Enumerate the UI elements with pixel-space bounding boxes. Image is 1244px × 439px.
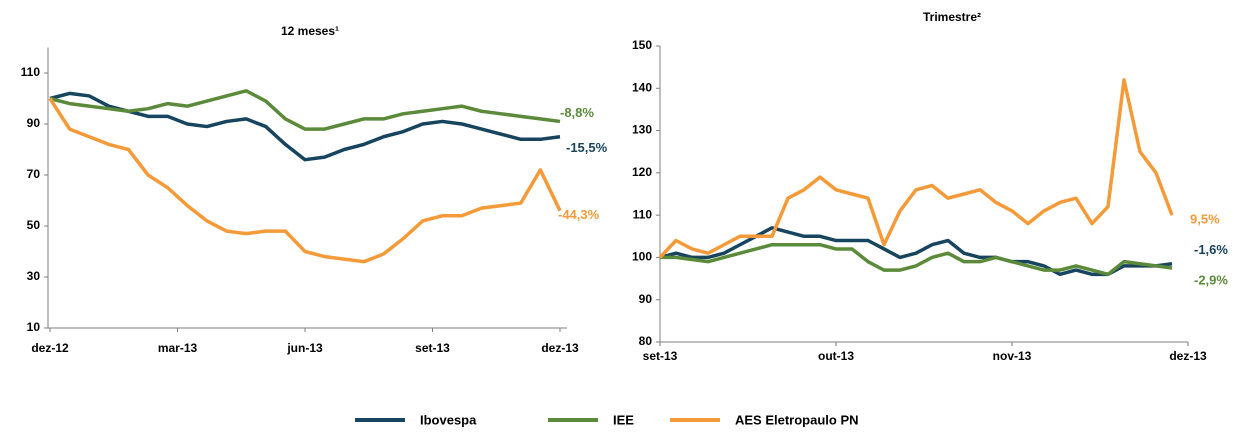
series-line xyxy=(49,89,561,131)
y-tick-label: 140 xyxy=(632,80,652,94)
legend-label: Ibovespa xyxy=(420,412,477,427)
end-label: -1,6% xyxy=(1194,242,1228,257)
y-tick-label: 90 xyxy=(27,116,41,130)
y-tick-label: 110 xyxy=(633,207,653,221)
series-line xyxy=(48,97,562,264)
series-line xyxy=(658,78,1174,259)
x-tick-label: nov-13 xyxy=(993,349,1032,363)
x-tick-label: dez-13 xyxy=(541,341,579,355)
series-line xyxy=(659,226,1173,277)
chart-title: 12 meses¹ xyxy=(281,24,339,38)
x-tick-label: dez-13 xyxy=(1169,349,1207,363)
end-label: 9,5% xyxy=(1190,212,1220,227)
end-label: -2,9% xyxy=(1194,272,1228,287)
x-tick-label: out-13 xyxy=(818,349,854,363)
y-tick-label: 150 xyxy=(632,38,652,52)
y-tick-label: 120 xyxy=(632,165,652,179)
x-tick-label: dez-12 xyxy=(31,341,69,355)
legend-label: IEE xyxy=(613,412,634,427)
series-line xyxy=(49,91,561,162)
x-tick-label: set-13 xyxy=(643,349,678,363)
y-tick-label: 100 xyxy=(632,250,652,264)
legend-label: AES Eletropaulo PN xyxy=(735,412,859,427)
y-tick-label: 70 xyxy=(27,167,41,181)
x-tick-label: jun-13 xyxy=(286,341,323,355)
x-tick-label: set-13 xyxy=(415,341,450,355)
end-label: -44,3% xyxy=(558,207,600,222)
chart-title: Trimestre² xyxy=(923,10,981,24)
end-label: -8,8% xyxy=(560,105,594,120)
end-label: -15,5% xyxy=(566,140,608,155)
y-tick-label: 50 xyxy=(27,218,41,232)
y-tick-label: 10 xyxy=(27,320,41,334)
x-tick-label: mar-13 xyxy=(158,341,198,355)
y-tick-label: 80 xyxy=(639,334,653,348)
y-tick-label: 90 xyxy=(639,292,653,306)
y-tick-label: 110 xyxy=(21,65,41,79)
y-tick-label: 130 xyxy=(632,123,652,137)
series-line xyxy=(660,242,1173,277)
y-tick-label: 30 xyxy=(27,269,41,283)
